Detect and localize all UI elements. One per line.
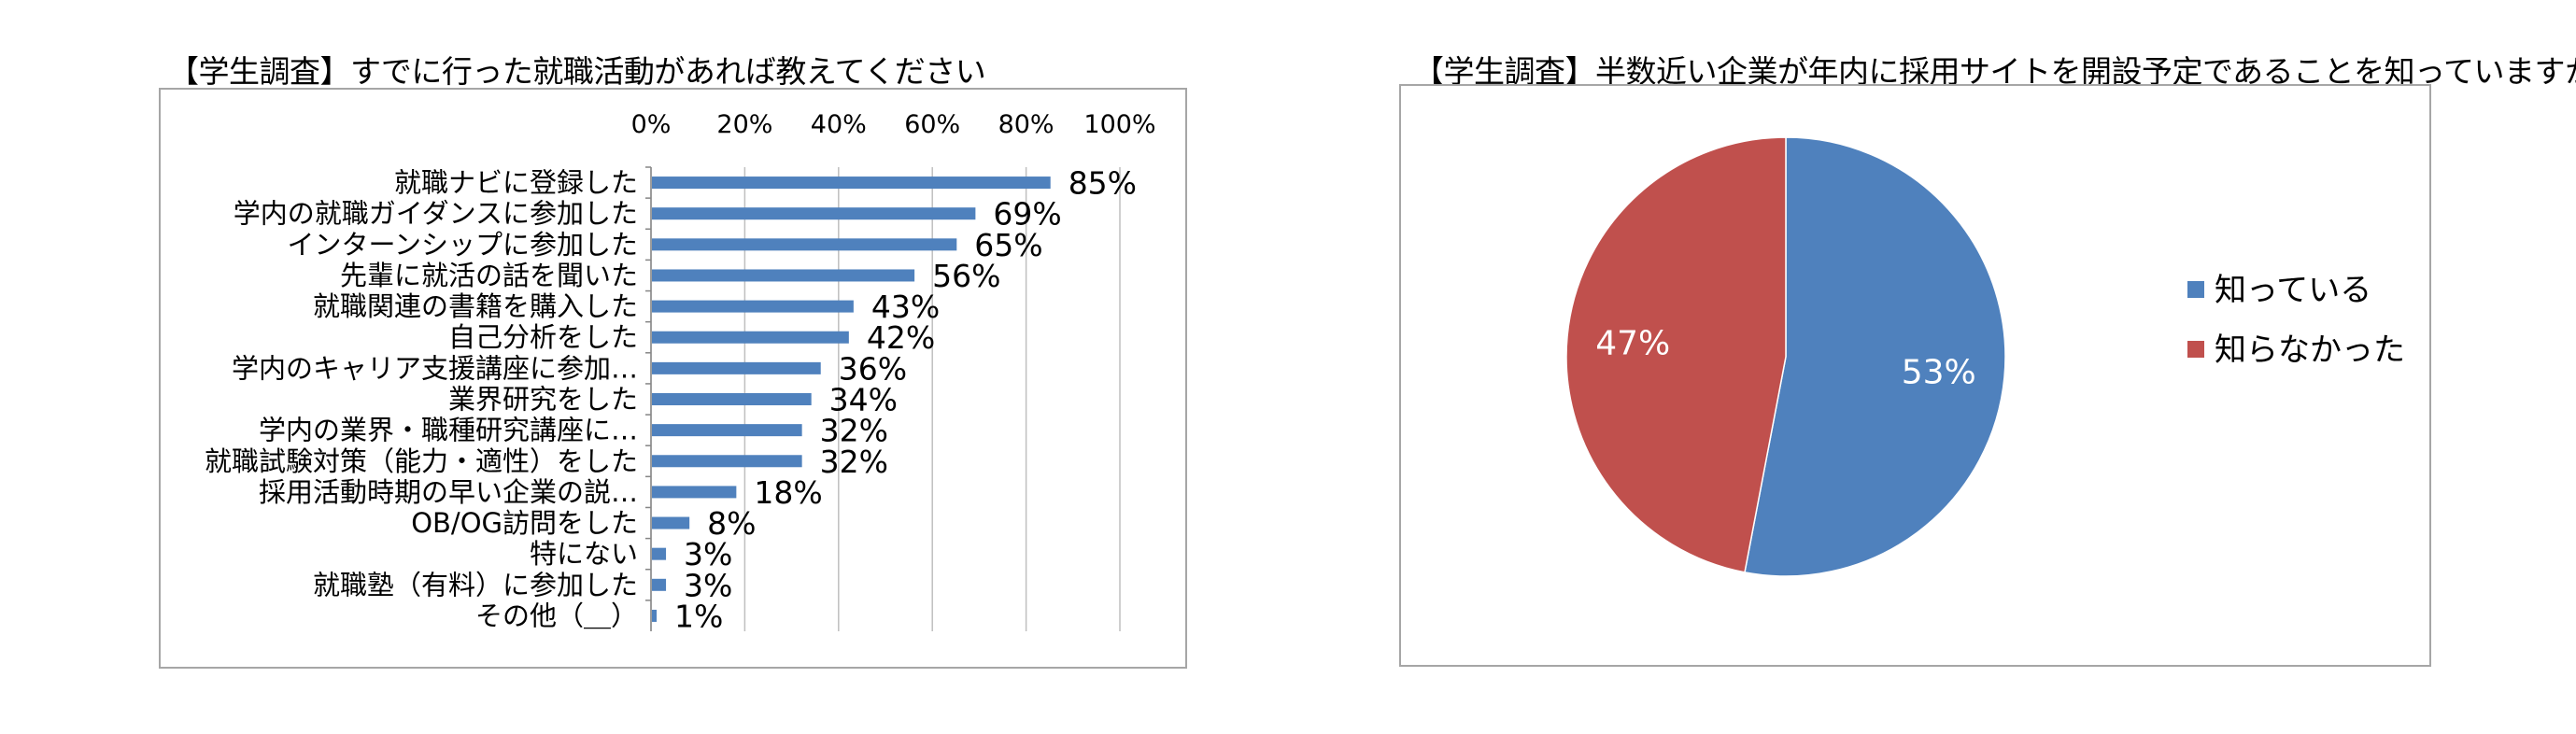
bar xyxy=(652,578,667,591)
bar xyxy=(652,300,854,313)
bar-value-label: 65% xyxy=(974,227,1042,263)
category-label: 採用活動時期の早い企業の説… xyxy=(259,476,638,508)
x-tick-label: 80% xyxy=(998,110,1054,139)
category-label: 就職塾（有料）に参加した xyxy=(313,569,638,600)
category-label: 特にない xyxy=(530,538,638,570)
bar-value-label: 32% xyxy=(820,444,888,480)
bar xyxy=(652,238,957,251)
category-label: 就職ナビに登録した xyxy=(394,167,638,199)
category-label: 業界研究をした xyxy=(448,384,638,416)
bar xyxy=(652,609,658,622)
legend-swatch xyxy=(2187,341,2204,358)
pie-slice xyxy=(1744,136,2006,577)
x-tick-label: 0% xyxy=(631,110,672,139)
legend-label: 知っている xyxy=(2215,272,2371,309)
bar-value-label: 36% xyxy=(839,350,907,387)
bar-value-label: 3% xyxy=(684,536,732,572)
bar-chart: 0% 20% 40% 60% 80% 100% 就職ナビに登録した 85% 学内の就職ガイダンス… xyxy=(205,110,1156,634)
bar-chart-frame: 0% 20% 40% 60% 80% 100% 就職ナビに登録した 85% 学内の就職ガイダンス… xyxy=(159,88,1187,669)
category-label: 先輩に就活の話を聞いた xyxy=(340,260,638,291)
bar xyxy=(652,207,976,220)
bar-value-label: 56% xyxy=(932,258,1000,294)
bar-value-label: 42% xyxy=(867,319,935,356)
bar xyxy=(652,361,821,374)
bar xyxy=(652,547,667,560)
pie-slice xyxy=(1565,136,1787,573)
bar xyxy=(652,331,849,344)
x-tick-label: 40% xyxy=(811,110,867,139)
pie-slice-label: 53% xyxy=(1902,353,1976,391)
legend-swatch xyxy=(2187,281,2204,298)
bar-value-label: 8% xyxy=(707,505,756,542)
pie-chart-frame: 53% 47% 知っている知らなかった xyxy=(1399,84,2431,667)
bar-value-label: 18% xyxy=(754,474,822,511)
x-tick-label: 60% xyxy=(904,110,960,139)
category-label: 学内の就職ガイダンスに参加した xyxy=(234,198,638,230)
bar xyxy=(652,424,802,437)
x-tick-label: 100% xyxy=(1083,110,1155,139)
category-label: 就職試験対策（能力・適性）をした xyxy=(205,445,638,477)
bar-value-label: 32% xyxy=(820,413,888,449)
legend-label: 知らなかった xyxy=(2215,332,2405,369)
bar-chart-title: 【学生調査】すでに行った就職活動があれば教えてください xyxy=(168,53,986,90)
bar xyxy=(652,455,802,468)
bar-value-label: 85% xyxy=(1069,165,1137,202)
category-label: インターンシップに参加した xyxy=(287,229,638,261)
bar xyxy=(652,516,690,529)
category-label: 就職関連の書籍を購入した xyxy=(313,290,638,322)
bar-value-label: 43% xyxy=(871,289,940,325)
bar xyxy=(652,269,915,282)
category-label: OB/OG訪問をした xyxy=(411,507,638,539)
x-tick-label: 20% xyxy=(716,110,772,139)
bar-value-label: 3% xyxy=(684,567,732,603)
pie-chart-title: 【学生調査】半数近い企業が年内に採用サイトを開設予定であることを知っていますか xyxy=(1413,53,2576,90)
category-label: 学内のキャリア支援講座に参加… xyxy=(232,352,638,384)
bar xyxy=(652,176,1051,190)
bar xyxy=(652,393,812,405)
pie-slice-label: 47% xyxy=(1595,325,1670,363)
category-label: 自己分析をした xyxy=(448,321,638,353)
category-label: その他（＿） xyxy=(475,600,638,631)
category-label: 学内の業界・職種研究講座に… xyxy=(259,415,638,446)
bar xyxy=(652,486,737,499)
bar-value-label: 1% xyxy=(674,598,723,634)
bar-value-label: 34% xyxy=(829,382,898,418)
bar-value-label: 69% xyxy=(993,196,1061,233)
